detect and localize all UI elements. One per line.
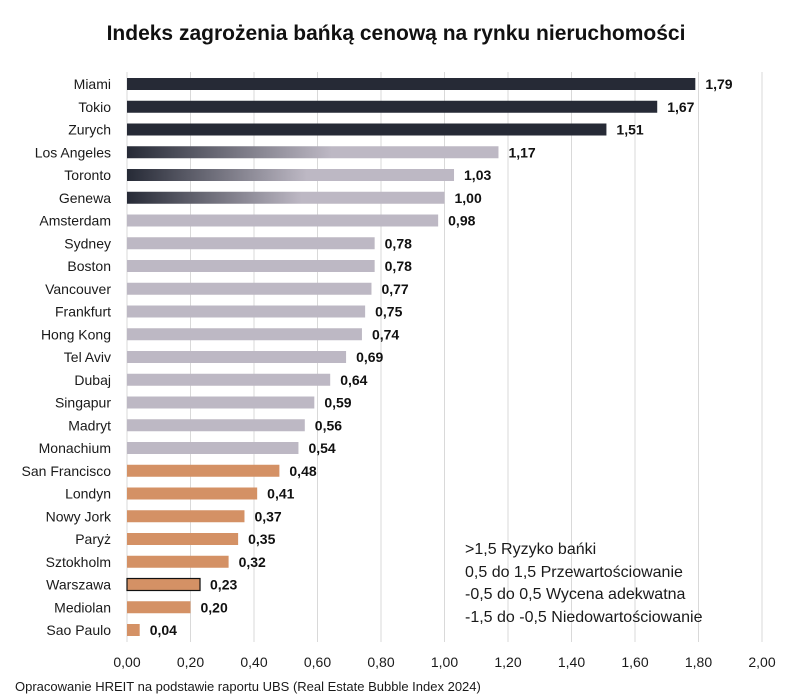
category-label: Tokio — [78, 99, 111, 115]
bar — [127, 624, 140, 636]
value-label: 0,75 — [375, 304, 402, 320]
legend-item-undervalued: -1,5 do -0,5 Niedowartościowanie — [465, 609, 703, 626]
category-label: Singapur — [55, 395, 111, 411]
x-tick-label: 0,40 — [240, 654, 267, 670]
value-label: 0,32 — [239, 554, 266, 570]
bar — [127, 510, 245, 523]
x-tick-label: 0,00 — [113, 654, 140, 670]
value-label: 0,64 — [340, 372, 367, 388]
x-tick-label: 0,20 — [177, 654, 204, 670]
value-label: 0,35 — [248, 531, 275, 547]
bar — [127, 214, 439, 227]
bar — [127, 419, 305, 432]
legend-item-overvalued: 0,5 do 1,5 Przewartościowanie — [465, 564, 683, 581]
category-label: Zurych — [68, 122, 111, 138]
category-label: Hong Kong — [41, 326, 111, 342]
value-label: 1,67 — [667, 99, 694, 115]
category-label: Tel Aviv — [64, 349, 111, 365]
value-label: 0,37 — [254, 508, 281, 524]
x-axis-ticks: 0,00 0,20 0,40 0,60 0,80 1,00 1,20 1,40 1,60 1,80… — [113, 654, 775, 670]
value-label: 0,56 — [315, 417, 342, 433]
x-tick-label: 1,00 — [431, 654, 458, 670]
value-label: 0,77 — [381, 281, 408, 297]
category-label: Sydney — [64, 235, 111, 251]
bar — [126, 577, 201, 592]
bar — [127, 555, 229, 568]
category-label: Nowy Jork — [46, 508, 112, 524]
bar — [127, 123, 607, 136]
value-label: 0,20 — [201, 599, 228, 615]
value-label: 1,79 — [705, 76, 732, 92]
category-label: Genewa — [59, 190, 111, 206]
value-label: 1,00 — [455, 190, 482, 206]
category-label: Monachium — [39, 440, 111, 456]
bar — [127, 260, 375, 272]
chart-title: Indeks zagrożenia bańką cenową na rynku … — [107, 22, 686, 45]
category-label: Sztokholm — [46, 554, 111, 570]
x-tick-label: 0,80 — [367, 654, 394, 670]
value-label: 1,51 — [616, 122, 643, 138]
bar — [127, 487, 258, 500]
bar — [127, 601, 191, 614]
value-label: 1,17 — [508, 144, 535, 160]
value-label: 0,59 — [324, 395, 351, 411]
category-label: Vancouver — [45, 281, 111, 297]
bar — [127, 442, 299, 454]
category-label: Sao Paulo — [46, 622, 111, 638]
legend: >1,5 Ryzyko bańki 0,5 do 1,5 Przewartośc… — [465, 541, 703, 626]
value-label: 0,78 — [385, 258, 412, 274]
bar — [127, 169, 455, 181]
bar — [127, 282, 372, 295]
x-tick-label: 1,40 — [558, 654, 585, 670]
bar — [127, 396, 315, 409]
category-label: Toronto — [64, 167, 111, 183]
category-label: Warszawa — [46, 577, 111, 593]
value-label: 0,48 — [289, 463, 316, 479]
bar — [127, 533, 239, 545]
legend-item-bubble-risk: >1,5 Ryzyko bańki — [465, 541, 596, 558]
value-label: 0,98 — [448, 213, 475, 229]
bar — [127, 328, 362, 341]
value-labels: 1,79 1,67 1,51 1,17 1,03 1,00 0,98 0,78 0,78 0,77… — [150, 76, 733, 638]
category-label: San Francisco — [22, 463, 112, 479]
x-tick-label: 2,00 — [748, 654, 775, 670]
category-label: Paryż — [75, 531, 111, 547]
x-tick-label: 0,60 — [304, 654, 331, 670]
category-label: Los Angeles — [35, 144, 111, 160]
bars — [126, 78, 696, 636]
bar — [127, 351, 347, 363]
legend-item-fair-valued: -0,5 do 0,5 Wycena adekwatna — [465, 586, 686, 603]
x-tick-label: 1,60 — [621, 654, 648, 670]
category-label: Miami — [74, 76, 111, 92]
category-labels: Miami Tokio Zurych Los Angeles Toronto Genewa… — [22, 76, 112, 638]
category-label: Mediolan — [54, 599, 111, 615]
x-tick-label: 1,80 — [685, 654, 712, 670]
bar — [127, 305, 366, 318]
category-label: Amsterdam — [39, 213, 111, 229]
value-label: 1,03 — [464, 167, 491, 183]
value-label: 0,54 — [308, 440, 335, 456]
source-note: Opracowanie HREIT na podstawie raportu U… — [15, 679, 481, 694]
category-label: Dubaj — [74, 372, 111, 388]
grid-lines — [126, 72, 763, 642]
value-label: 0,41 — [267, 486, 294, 502]
bar — [127, 78, 696, 90]
category-label: Madryt — [68, 417, 111, 433]
bar — [127, 191, 445, 204]
category-label: Londyn — [65, 486, 111, 502]
bar — [127, 146, 499, 159]
x-tick-label: 1,20 — [494, 654, 521, 670]
bar — [127, 100, 658, 113]
bar — [127, 373, 331, 386]
category-label: Frankfurt — [55, 304, 111, 320]
value-label: 0,74 — [372, 326, 399, 342]
category-label: Boston — [67, 258, 111, 274]
value-label: 0,78 — [385, 235, 412, 251]
bar — [127, 464, 280, 477]
value-label: 0,69 — [356, 349, 383, 365]
bar — [127, 237, 375, 250]
value-label: 0,23 — [210, 577, 237, 593]
value-label: 0,04 — [150, 622, 177, 638]
